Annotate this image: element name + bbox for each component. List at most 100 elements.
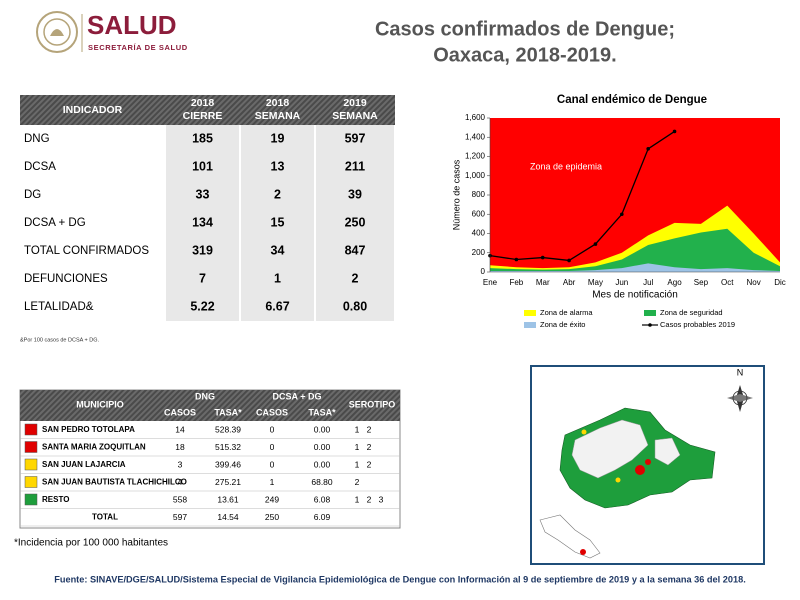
municipio-name: RESTO [42, 495, 69, 504]
serotipo: 3 [379, 494, 384, 504]
x-tick-label: May [588, 278, 603, 287]
table-value: 528.39 [215, 424, 241, 434]
x-tick-label: Abr [563, 278, 576, 287]
column-header: TASA* [214, 407, 242, 417]
x-tick-label: Mar [536, 278, 550, 287]
table-value: 2 [274, 187, 281, 201]
column-header: 2018 [191, 97, 215, 109]
table-header [20, 390, 400, 421]
color-key [24, 476, 38, 488]
point [514, 257, 519, 262]
table-cell [241, 153, 314, 181]
row-label: DCSA + DG [24, 217, 86, 229]
table-cell [316, 153, 394, 181]
row-label: TOTAL CONFIRMADOS [24, 245, 149, 257]
y-tick-label: 400 [472, 229, 486, 238]
legend-swatch [524, 322, 536, 328]
table-value: 6.08 [314, 494, 331, 504]
color-key [24, 441, 38, 453]
point [567, 258, 571, 263]
column-header: SEMANA [332, 110, 378, 122]
point [593, 242, 598, 246]
table-cell [241, 237, 314, 265]
table-cell [241, 293, 314, 321]
table-value: 250 [265, 512, 279, 522]
table-value: 275.21 [215, 477, 241, 487]
column-header: SEMANA [255, 110, 301, 122]
column-header: DCSA + DG [273, 391, 322, 401]
y-axis-label: Número de casos [451, 159, 461, 230]
table-cell [241, 265, 314, 293]
y-tick-label: 0 [481, 267, 486, 276]
table-value: 1 [274, 271, 281, 285]
point [646, 147, 650, 151]
table-value: 14 [175, 424, 185, 434]
map: N [530, 365, 765, 565]
annotation: Zona de epidemia [530, 161, 602, 171]
table-value: 39 [348, 187, 362, 201]
x-tick-label: Feb [509, 278, 523, 287]
table-value: 13 [271, 159, 285, 173]
y-tick-label: 1,200 [465, 152, 486, 161]
y-tick-label: 800 [472, 190, 486, 199]
column-header: INDICADOR [63, 104, 123, 116]
title-line: Oaxaca, 2018-2019. [433, 44, 617, 66]
line [489, 130, 675, 262]
table-value: 597 [345, 131, 366, 145]
table-value: 211 [345, 159, 365, 173]
table-value: 33 [196, 187, 210, 201]
table-value: 134 [192, 215, 213, 229]
table-value: 399.46 [215, 459, 241, 469]
y-tick-label: 1,400 [465, 132, 486, 141]
serotipo: 1 [355, 442, 360, 452]
serotipo: 2 [367, 494, 372, 504]
column-header: 2018 [266, 97, 290, 109]
table-value: 0.00 [314, 459, 331, 469]
table-value: 4 [178, 477, 183, 487]
x-tick-label: Jul [643, 278, 653, 287]
row-label: DCSA [24, 161, 56, 173]
source: Fuente: SINAVE/DGE/SALUD/Sistema Especia… [54, 574, 746, 584]
logo-emblem [36, 11, 78, 53]
compass-label: N [737, 367, 744, 377]
column-header: CASOS [256, 407, 288, 417]
table-header [20, 95, 395, 125]
legend-label: Zona de éxito [540, 320, 585, 329]
x-tick-label: Oct [721, 278, 734, 287]
x-tick-label: Ene [483, 278, 498, 287]
point [620, 212, 624, 217]
table-value: 68.80 [311, 477, 333, 487]
chart-title: Canal endémico de Dengue [557, 94, 707, 106]
table-value: 0 [270, 424, 275, 434]
point [672, 129, 677, 134]
table-cell [316, 181, 394, 209]
x-tick-label: Nov [747, 278, 761, 287]
x-tick-label: Ago [667, 278, 682, 287]
table-value: 185 [192, 131, 213, 145]
municipio-name: SAN PEDRO TOTOLAPA [42, 425, 135, 434]
logo-subtext: SECRETARÍA DE SALUD [88, 43, 188, 52]
y-tick-label: 200 [472, 248, 486, 257]
table-value: 34 [271, 243, 285, 257]
table-value: 3 [178, 459, 183, 469]
table-cell [241, 125, 314, 153]
column-header: DNG [195, 391, 215, 401]
y-tick-label: 600 [472, 209, 486, 218]
table-value: 847 [345, 243, 366, 257]
table-value: 18 [175, 442, 185, 452]
municipio-name: SANTA MARIA ZOQUITLAN [42, 443, 146, 452]
row-label: DNG [24, 133, 50, 145]
point [540, 255, 545, 260]
compass [727, 385, 753, 412]
color-key [24, 458, 38, 471]
serotipo: 1 [355, 459, 360, 469]
serotipo: 1 [355, 424, 360, 434]
table-cell [166, 181, 239, 209]
municipio-name: SAN JUAN LAJARCIA [42, 460, 126, 469]
color-key [24, 423, 38, 436]
table-value: 14.54 [217, 512, 239, 522]
table-value: 5.22 [190, 299, 214, 313]
table-value: 15 [271, 215, 285, 229]
table-value: 319 [192, 243, 213, 257]
